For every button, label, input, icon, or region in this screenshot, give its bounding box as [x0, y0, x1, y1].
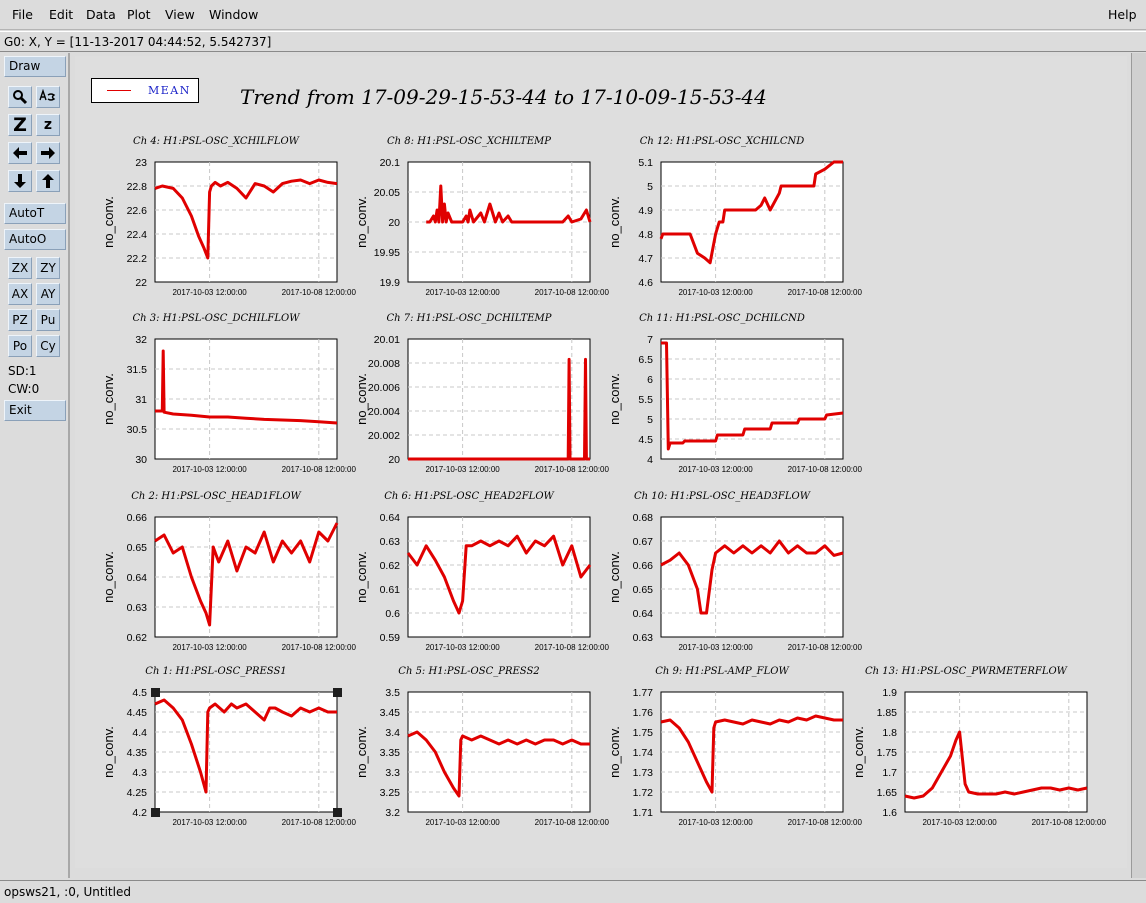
- menu-data[interactable]: Data: [86, 7, 116, 22]
- zx-button[interactable]: ZX: [8, 257, 32, 279]
- zy-button[interactable]: ZY: [36, 257, 60, 279]
- ax-button[interactable]: AX: [8, 283, 32, 305]
- magnify-button[interactable]: [8, 86, 32, 108]
- autoo-button[interactable]: AutoO: [4, 229, 66, 250]
- cw-label: CW:0: [8, 382, 40, 396]
- zoom-out-button[interactable]: Z: [8, 114, 32, 136]
- menu-view[interactable]: View: [165, 7, 195, 22]
- toolbox: Draw Z z AutoT AutoO ZX ZY AX AY PZ: [0, 53, 70, 878]
- arrow-right-icon: [40, 146, 56, 160]
- menu-edit[interactable]: Edit: [49, 7, 74, 22]
- arrow-down-icon: [13, 173, 27, 189]
- plot-canvas[interactable]: [75, 56, 1127, 868]
- pan-right-button[interactable]: [36, 142, 60, 164]
- zoom-in-button[interactable]: z: [36, 114, 60, 136]
- bottom-status-bar: opsws21, :0, Untitled: [0, 880, 1146, 903]
- pz-button[interactable]: PZ: [8, 309, 32, 331]
- cy-button[interactable]: Cy: [36, 335, 60, 357]
- page-title: Trend from 17-09-29-15-53-44 to 17-10-09…: [240, 85, 767, 109]
- text-scale-icon: [39, 89, 57, 105]
- magnify-icon: [12, 89, 28, 105]
- legend-label: MEAN: [148, 84, 191, 97]
- pan-down-button[interactable]: [8, 170, 32, 192]
- menu-file[interactable]: File: [12, 7, 33, 22]
- menu-bar: File Edit Data Plot View Window Help: [0, 0, 1146, 30]
- draw-button[interactable]: Draw: [4, 56, 66, 77]
- arrow-up-icon: [41, 173, 55, 189]
- pan-left-button[interactable]: [8, 142, 32, 164]
- exit-button[interactable]: Exit: [4, 400, 66, 421]
- legend: MEAN: [91, 78, 199, 103]
- sd-label: SD:1: [8, 364, 37, 378]
- arrow-left-icon: [12, 146, 28, 160]
- coordinate-readout: G0: X, Y = [11-13-2017 04:44:52, 5.54273…: [0, 31, 1146, 52]
- ay-button[interactable]: AY: [36, 283, 60, 305]
- menu-help[interactable]: Help: [1108, 7, 1137, 22]
- menu-plot[interactable]: Plot: [127, 7, 151, 22]
- po-button[interactable]: Po: [8, 335, 32, 357]
- menu-window[interactable]: Window: [209, 7, 259, 22]
- vertical-scrollbar[interactable]: [1131, 53, 1146, 878]
- autot-button[interactable]: AutoT: [4, 203, 66, 224]
- pu-button[interactable]: Pu: [36, 309, 60, 331]
- legend-line-swatch: [107, 90, 131, 91]
- text-scale-button[interactable]: [36, 86, 60, 108]
- pan-up-button[interactable]: [36, 170, 60, 192]
